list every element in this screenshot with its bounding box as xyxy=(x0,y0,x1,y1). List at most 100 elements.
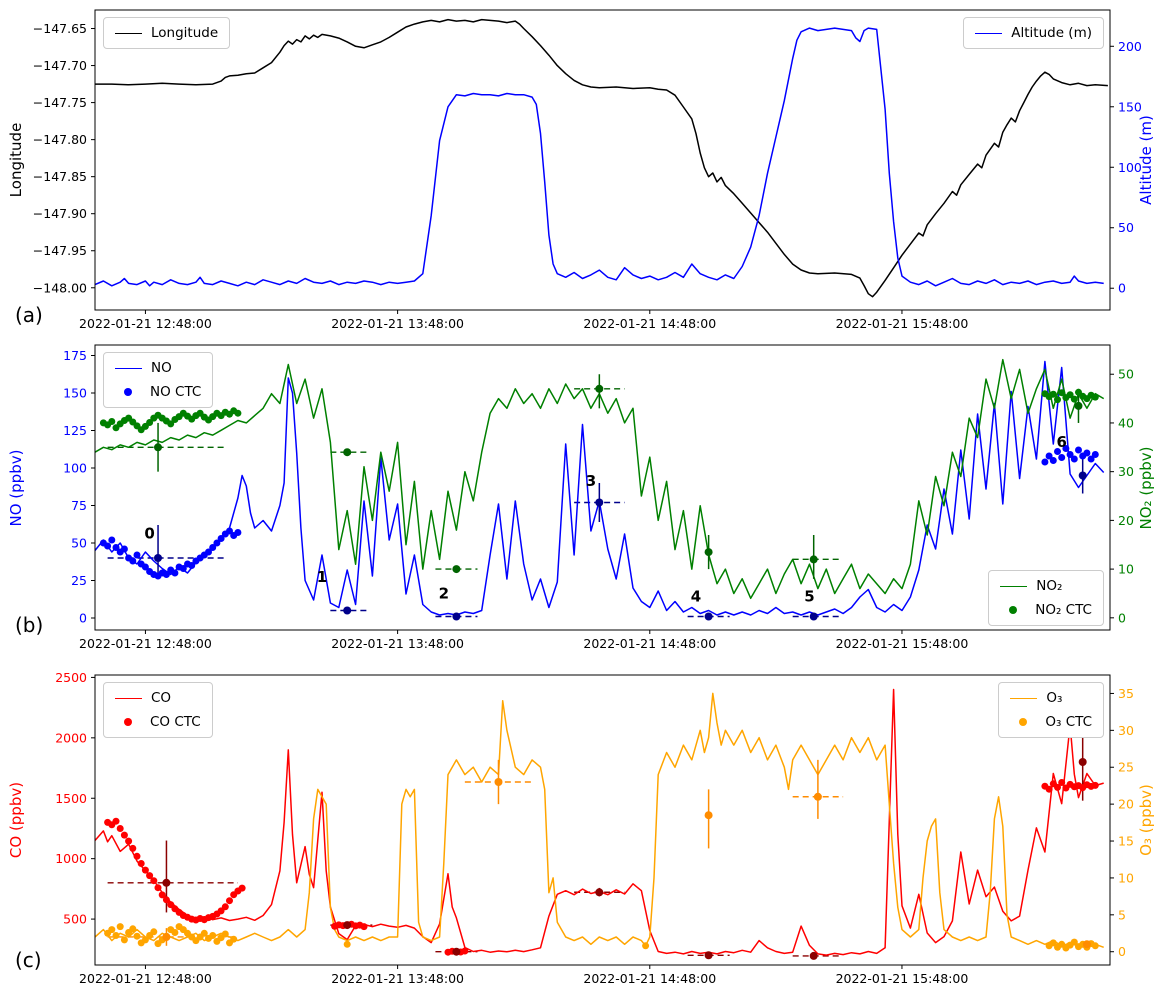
line-swatch-icon xyxy=(115,367,142,369)
svg-text:35: 35 xyxy=(1118,686,1134,701)
svg-text:−147.80: −147.80 xyxy=(33,132,87,147)
svg-text:20: 20 xyxy=(1118,797,1134,812)
line-swatch-icon xyxy=(115,32,142,34)
svg-text:50: 50 xyxy=(1118,367,1134,382)
svg-text:1: 1 xyxy=(317,568,327,586)
svg-text:175: 175 xyxy=(63,348,87,363)
svg-text:2022-01-21 14:48:00: 2022-01-21 14:48:00 xyxy=(583,316,716,331)
legend-item-label: Longitude xyxy=(151,25,219,41)
svg-text:15: 15 xyxy=(1118,834,1134,849)
legend-item-label: O₃ xyxy=(1046,690,1063,706)
dot-swatch-icon xyxy=(1019,718,1028,726)
svg-text:150: 150 xyxy=(1118,99,1142,114)
svg-text:2: 2 xyxy=(439,585,449,603)
svg-text:100: 100 xyxy=(63,461,87,476)
line-swatch-icon xyxy=(1010,697,1038,699)
legend-item-label: NO₂ CTC xyxy=(1035,602,1092,618)
svg-text:2022-01-21 12:48:00: 2022-01-21 12:48:00 xyxy=(79,971,212,986)
legend-item: NO xyxy=(115,360,201,376)
svg-text:20: 20 xyxy=(1118,513,1134,528)
legend-item-label: NO CTC xyxy=(150,384,202,400)
svg-text:6: 6 xyxy=(1056,433,1066,451)
legend-o3: O₃ O₃ CTC xyxy=(998,682,1104,738)
legend-no2: NO₂ NO₂ CTC xyxy=(988,570,1104,626)
legend-item: O₃ CTC xyxy=(1010,714,1092,730)
legend-item-label: O₃ CTC xyxy=(1045,714,1092,730)
panel-label-a: (a) xyxy=(15,303,43,327)
svg-text:2022-01-21 14:48:00: 2022-01-21 14:48:00 xyxy=(583,636,716,651)
svg-text:4: 4 xyxy=(691,588,701,606)
svg-text:2000: 2000 xyxy=(55,730,87,745)
legend-no: NO NO CTC xyxy=(103,352,214,408)
svg-text:25: 25 xyxy=(1118,760,1134,775)
svg-text:50: 50 xyxy=(71,536,87,551)
legend-item-label: NO xyxy=(151,360,172,376)
svg-text:10: 10 xyxy=(1118,562,1134,577)
svg-text:200: 200 xyxy=(1118,39,1142,54)
svg-text:100: 100 xyxy=(1118,160,1142,175)
svg-text:2022-01-21 13:48:00: 2022-01-21 13:48:00 xyxy=(331,971,464,986)
svg-text:−147.90: −147.90 xyxy=(33,206,87,221)
svg-text:5: 5 xyxy=(1118,907,1126,922)
svg-text:2022-01-21 12:48:00: 2022-01-21 12:48:00 xyxy=(79,316,212,331)
svg-text:2022-01-21 13:48:00: 2022-01-21 13:48:00 xyxy=(331,316,464,331)
svg-text:2022-01-21 15:48:00: 2022-01-21 15:48:00 xyxy=(836,636,969,651)
svg-text:0: 0 xyxy=(1118,610,1126,625)
panel-label-c: (c) xyxy=(15,948,42,972)
y-axis-label-altitude: Altitude (m) xyxy=(1137,115,1155,205)
svg-text:0: 0 xyxy=(1118,281,1126,296)
legend-item-label: Altitude (m) xyxy=(1011,25,1092,41)
line-swatch-icon xyxy=(115,697,142,699)
legend-item: O₃ xyxy=(1010,690,1092,706)
svg-text:2500: 2500 xyxy=(55,670,87,685)
legend-altitude: Altitude (m) xyxy=(963,17,1104,49)
svg-text:25: 25 xyxy=(71,573,87,588)
legend-item: NO₂ CTC xyxy=(1000,602,1092,618)
legend-item-label: CO CTC xyxy=(150,714,201,730)
y-axis-label-longitude: Longitude xyxy=(7,122,25,198)
svg-text:2022-01-21 15:48:00: 2022-01-21 15:48:00 xyxy=(836,316,969,331)
svg-text:1500: 1500 xyxy=(55,791,87,806)
legend-item: CO xyxy=(115,690,201,706)
svg-text:500: 500 xyxy=(63,912,87,927)
svg-text:125: 125 xyxy=(63,423,87,438)
svg-text:30: 30 xyxy=(1118,723,1134,738)
dot-swatch-icon xyxy=(124,718,132,726)
svg-text:2022-01-21 15:48:00: 2022-01-21 15:48:00 xyxy=(836,971,969,986)
svg-text:−147.95: −147.95 xyxy=(33,243,87,258)
svg-text:0: 0 xyxy=(144,525,154,543)
svg-text:−147.85: −147.85 xyxy=(33,169,87,184)
legend-item-label: NO₂ xyxy=(1036,578,1063,594)
line-swatch-icon xyxy=(1000,585,1028,587)
svg-text:2022-01-21 14:48:00: 2022-01-21 14:48:00 xyxy=(583,971,716,986)
dot-swatch-icon xyxy=(1009,606,1018,614)
svg-text:0: 0 xyxy=(1118,944,1126,959)
y-axis-label-no: NO (ppbv) xyxy=(7,449,25,527)
panel-label-b: (b) xyxy=(15,613,44,637)
legend-item: Altitude (m) xyxy=(975,25,1092,41)
svg-text:0: 0 xyxy=(79,611,87,626)
legend-co: CO CO CTC xyxy=(103,682,213,738)
svg-text:3: 3 xyxy=(586,472,596,490)
line-swatch-icon xyxy=(975,32,1003,34)
svg-text:50: 50 xyxy=(1118,220,1134,235)
svg-text:1000: 1000 xyxy=(55,851,87,866)
svg-text:75: 75 xyxy=(71,498,87,513)
svg-text:−148.00: −148.00 xyxy=(33,280,87,295)
y-axis-label-no2: NO₂ (ppbv) xyxy=(1137,446,1155,530)
svg-text:−147.75: −147.75 xyxy=(33,95,87,110)
svg-text:10: 10 xyxy=(1118,870,1134,885)
legend-item: NO₂ xyxy=(1000,578,1092,594)
svg-text:2022-01-21 13:48:00: 2022-01-21 13:48:00 xyxy=(331,636,464,651)
svg-text:−147.70: −147.70 xyxy=(33,58,87,73)
legend-longitude: Longitude xyxy=(103,17,231,49)
svg-text:2022-01-21 12:48:00: 2022-01-21 12:48:00 xyxy=(79,636,212,651)
svg-text:−147.65: −147.65 xyxy=(33,21,87,36)
y-axis-label-o3: O₃ (ppbv) xyxy=(1137,784,1155,856)
legend-item-label: CO xyxy=(151,690,172,706)
svg-text:40: 40 xyxy=(1118,415,1134,430)
legend-item: NO CTC xyxy=(115,384,201,400)
y-axis-label-co: CO (ppbv) xyxy=(7,781,25,859)
